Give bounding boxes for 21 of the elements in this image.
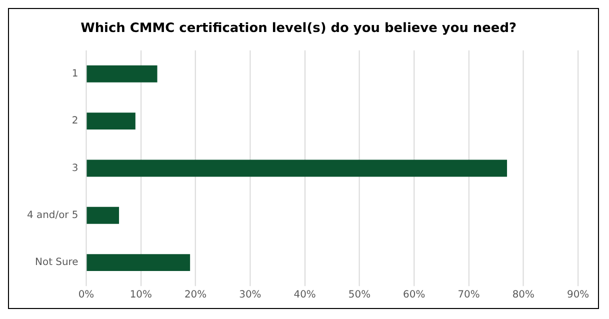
chart-title: Which CMMC certification level(s) do you believe you need? [80,21,516,36]
x-tick-label: 0% [78,290,94,301]
y-tick-label: 1 [72,68,78,80]
bar [86,254,190,272]
y-tick-label: Not Sure [35,257,78,268]
bar [86,112,136,130]
bar [86,206,120,224]
y-tick-label: 4 and/or 5 [26,210,78,221]
x-tick-label: 80% [512,290,534,301]
x-tick-label: 60% [403,290,426,301]
y-tick-label: 3 [72,162,78,174]
x-tick-label: 70% [458,290,480,301]
bar [86,160,508,177]
x-tick-label: 30% [239,290,262,301]
y-tick-label: 2 [72,116,78,127]
x-tick-label: 90% [567,290,590,301]
x-tick-label: 40% [294,290,316,301]
bar [86,65,158,82]
x-tick-label: 50% [348,290,371,301]
x-tick-label: 20% [184,290,207,301]
x-tick-label: 10% [130,290,152,301]
